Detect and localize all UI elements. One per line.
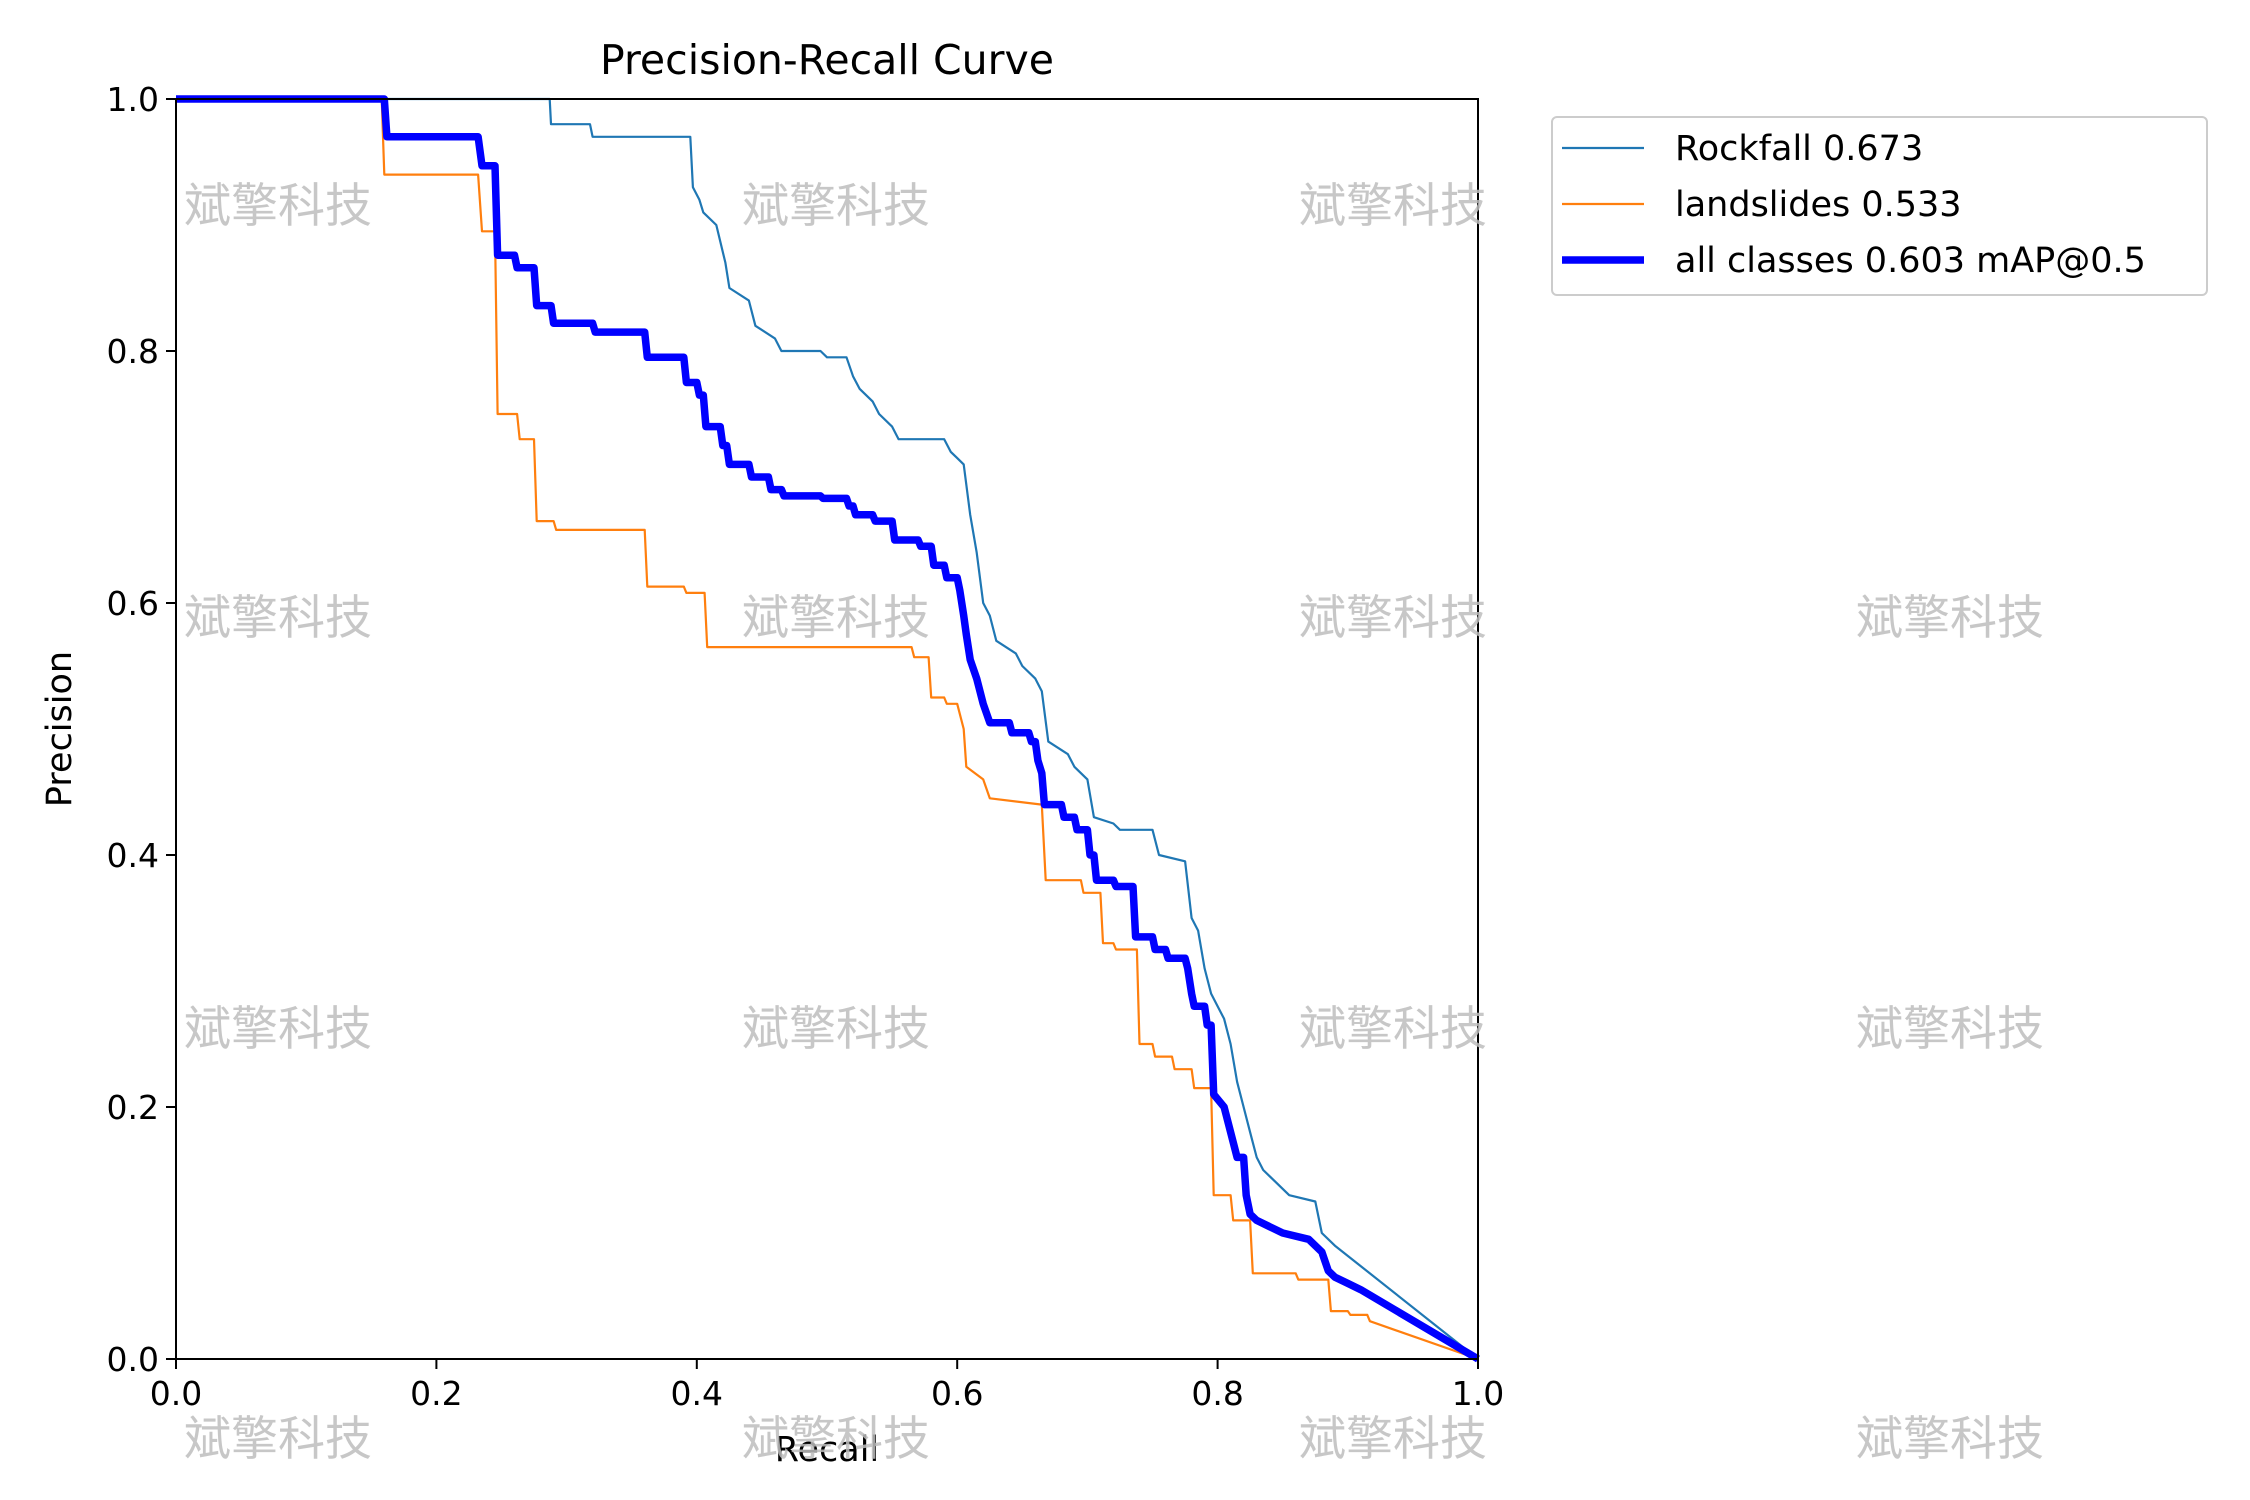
x-tick-label: 0.6 (931, 1374, 983, 1413)
y-tick-label: 0.6 (107, 584, 159, 623)
x-tick-label: 0.4 (671, 1374, 723, 1413)
legend-entry-all-classes: all classes 0.603 mAP@0.5 (1562, 241, 2146, 281)
x-tick-label: 1.0 (1452, 1374, 1504, 1413)
y-tick-label: 1.0 (107, 80, 159, 119)
x-tick-label: 0.2 (410, 1374, 462, 1413)
legend-entry-rockfall: Rockfall 0.673 (1562, 129, 1923, 169)
watermark-text: 斌擎科技 (742, 179, 930, 234)
watermark-text: 斌擎科技 (184, 179, 372, 234)
series-line-all-classes (176, 95, 1480, 1363)
legend-label: Rockfall 0.673 (1675, 129, 1923, 169)
y-tick-label: 0.8 (107, 332, 159, 371)
plot-frame (175, 98, 1479, 1360)
legend-entry-landslides: landslides 0.533 (1562, 185, 1962, 225)
legend-label: all classes 0.603 mAP@0.5 (1675, 241, 2146, 281)
legend-frame (1551, 116, 2208, 296)
watermark-text: 斌擎科技 (1299, 1412, 1487, 1467)
watermark-text: 斌擎科技 (1856, 1412, 2044, 1467)
y-axis-ticks: 0.0 0.2 0.4 0.6 0.8 1.0 (107, 80, 176, 1379)
x-tick-label: 0.0 (150, 1374, 202, 1413)
watermark-text: 斌擎科技 (1856, 1002, 2044, 1057)
watermark-text: 斌擎科技 (184, 591, 372, 646)
watermark-text: 斌擎科技 (184, 1002, 372, 1057)
x-axis-label: Recall (775, 1430, 879, 1470)
watermark-text: 斌擎科技 (184, 1412, 372, 1467)
y-axis-label: Precision (40, 651, 80, 807)
watermark-text: 斌擎科技 (1299, 591, 1487, 646)
y-tick-label: 0.2 (107, 1088, 159, 1127)
plot-background (176, 99, 1478, 1359)
watermark-text: 斌擎科技 (742, 1412, 930, 1467)
watermark-text: 斌擎科技 (1856, 591, 2044, 646)
watermark-text: 斌擎科技 (742, 1002, 930, 1057)
legend: Rockfall 0.673 landslides 0.533 all classe… (1551, 116, 2208, 296)
watermark-text: 斌擎科技 (1299, 1002, 1487, 1057)
y-tick-label: 0.0 (107, 1340, 159, 1379)
watermark-text: 斌擎科技 (1299, 179, 1487, 234)
plot-area (175, 95, 1480, 1363)
watermark-text: 斌擎科技 (742, 591, 930, 646)
legend-label: landslides 0.533 (1675, 185, 1962, 225)
series-layer (176, 95, 1480, 1363)
y-tick-label: 0.4 (107, 836, 159, 875)
series-line-rockfall (176, 97, 1479, 1360)
x-axis-ticks: 0.0 0.2 0.4 0.6 0.8 1.0 (150, 1359, 1504, 1413)
chart-title: Precision-Recall Curve (600, 36, 1054, 84)
x-tick-label: 0.8 (1191, 1374, 1243, 1413)
